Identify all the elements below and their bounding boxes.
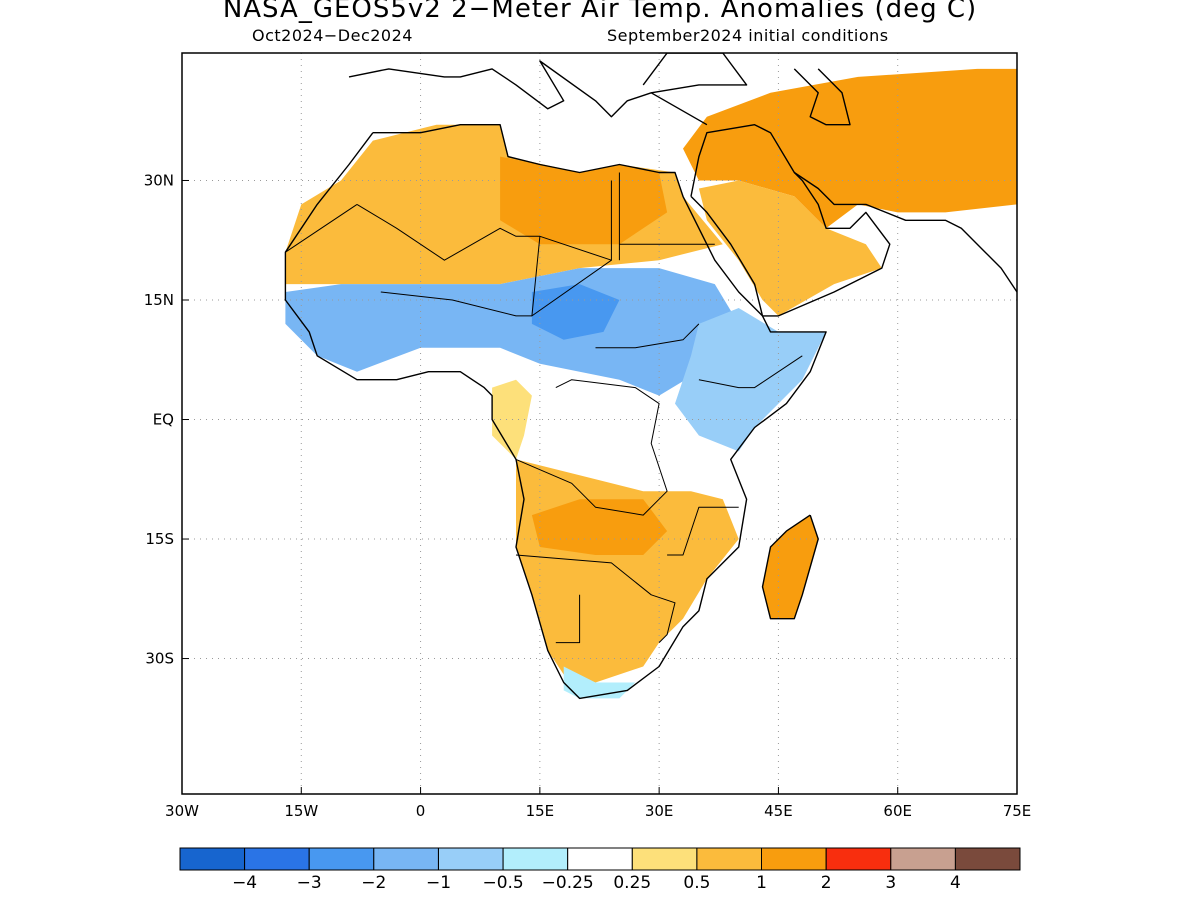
sahel-strong-cool-region <box>531 284 620 340</box>
y-tick-label: EQ <box>153 411 174 429</box>
horn-cool-region <box>675 308 827 452</box>
colorbar-label: 0.5 <box>683 873 710 893</box>
colorbar-label: −3 <box>297 873 322 893</box>
y-tick-label: 30N <box>144 171 174 189</box>
colorbar-swatch <box>954 847 1021 871</box>
colorbar-label: 2 <box>821 873 832 893</box>
anomaly-field <box>285 68 1017 699</box>
colorbar-label: −4 <box>232 873 257 893</box>
colorbar-swatch <box>567 847 633 871</box>
colorbar-swatch <box>438 847 504 871</box>
colorbar-swatch <box>631 847 698 871</box>
madagascar-coastline <box>761 514 819 620</box>
colorbar-label: −1 <box>426 873 451 893</box>
africa-coastline <box>284 123 827 700</box>
y-axis: 30N 15N EQ 15S 30S <box>144 171 189 668</box>
x-tick-label: 60E <box>883 802 912 820</box>
x-tick-label: 30E <box>645 802 674 820</box>
madagascar-warm-region <box>762 515 819 619</box>
mediterranean-europe-coastline <box>348 60 708 126</box>
x-tick-label: 75E <box>1003 802 1032 820</box>
colorbar-swatch <box>179 847 246 871</box>
mali-niger-border <box>380 291 532 317</box>
initial-conditions: September2024 initial conditions <box>607 26 889 45</box>
colorbar-swatch <box>825 847 892 871</box>
colorbar-label: 0.25 <box>613 873 651 893</box>
south-coast-cool-region <box>563 666 636 699</box>
sahara-strong-warm-region <box>500 156 668 245</box>
colorbar-swatch <box>502 847 569 871</box>
x-tick-label: 0 <box>416 802 426 820</box>
colorbar-swatch <box>890 847 956 871</box>
namibia-border <box>555 594 581 644</box>
southern-border <box>515 554 676 643</box>
plot-frame <box>181 52 1018 795</box>
x-tick-label: 45E <box>764 802 793 820</box>
middle-east-warm-region <box>683 68 1017 229</box>
southern-warm-region <box>516 459 739 683</box>
colorbar-label: −0.5 <box>482 873 523 893</box>
arabia-warm-region <box>698 180 882 316</box>
colorbar-label: 4 <box>950 873 961 893</box>
colorbar: −4 −3 −2 −1 −0.5 −0.25 0.25 0.5 1 2 3 4 <box>179 847 1021 893</box>
arabia-coastline <box>690 123 891 317</box>
colorbar-swatch <box>696 847 763 871</box>
forecast-period: Oct2024−Dec2024 <box>252 26 413 45</box>
sudan-south-border <box>595 323 700 349</box>
black-sea-coastline <box>642 53 748 94</box>
sahara-border-2 <box>285 203 358 253</box>
y-tick-label: 15N <box>144 291 174 309</box>
mozambique-border <box>667 506 739 556</box>
central-neutral-region <box>492 371 731 492</box>
chart-title: NASA_GEOS5v2 2−Meter Air Temp. Anomalies… <box>222 0 978 24</box>
drc-border <box>515 379 668 516</box>
y-tick-label: 15S <box>145 530 174 548</box>
x-tick-label: 15W <box>284 802 318 820</box>
x-axis: 30W 15W 0 15E 30E 45E 60E 75E <box>165 787 1031 820</box>
colorbar-label: 3 <box>885 873 896 893</box>
colorbar-swatch <box>761 847 827 871</box>
ethiopia-border <box>698 355 803 389</box>
iran-pakistan-coastline <box>793 171 1017 293</box>
colorbar-label: 1 <box>756 873 767 893</box>
colorbar-swatch <box>373 847 439 871</box>
y-tick-label: 30S <box>145 650 174 668</box>
colorbar-swatch <box>244 847 310 871</box>
caspian-coastline <box>793 68 851 126</box>
colorbar-label: −0.25 <box>542 873 594 893</box>
sahel-cool-region <box>285 268 739 396</box>
x-tick-label: 30W <box>165 802 199 820</box>
colorbar-label: −2 <box>361 873 386 893</box>
map-outlines <box>284 53 1017 700</box>
x-tick-label: 15E <box>526 802 555 820</box>
colorbar-swatch <box>308 847 375 871</box>
sahara-border-1 <box>356 180 612 261</box>
